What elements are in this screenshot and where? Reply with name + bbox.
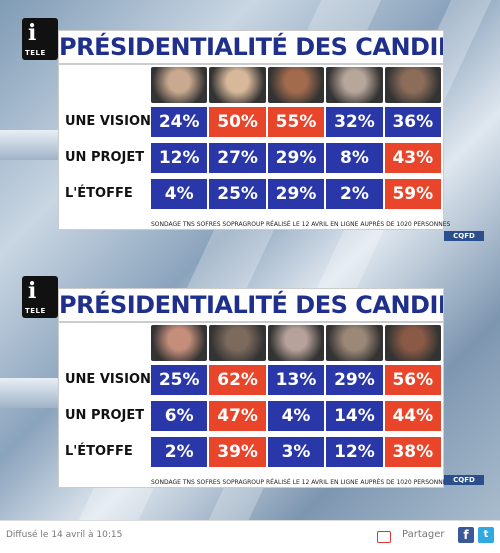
facebook-icon[interactable]: f: [458, 527, 474, 543]
row-projet: 12% 27% 29% 8% 43%: [151, 143, 442, 173]
video-frame[interactable]: i TELE PRÉSIDENTIALITÉ DES CANDIDATS UNE…: [0, 0, 500, 520]
cqfd-badge: CQFD: [444, 475, 484, 485]
score-cell: 8%: [326, 143, 383, 173]
score-cell: 39%: [209, 437, 266, 467]
score-cell: 12%: [326, 437, 383, 467]
score-cell: 12%: [151, 143, 208, 173]
share-label[interactable]: Partager: [402, 529, 445, 540]
score-cell: 29%: [267, 143, 325, 173]
score-cell: 56%: [384, 365, 442, 395]
score-cell: 24%: [151, 107, 208, 137]
comment-icon[interactable]: [377, 531, 391, 543]
poll-title: PRÉSIDENTIALITÉ DES CANDIDATS: [58, 30, 444, 64]
score-cell: 43%: [384, 143, 442, 173]
score-cell: 4%: [151, 179, 208, 209]
broadcast-date: Diffusé le 14 avril à 10:15: [6, 530, 123, 540]
video-footer: Diffusé le 14 avril à 10:15 Partager f t: [0, 520, 500, 553]
results-board: UNE VISION 24% 50% 55% 32% 36% UN PROJET…: [58, 64, 451, 230]
poll-source: SONDAGE TNS SOFRES SOPRAGROUP RÉALISÉ LE…: [151, 221, 451, 228]
candidate-photo: [326, 325, 383, 361]
score-cell: 13%: [267, 365, 325, 395]
candidate-photo: [209, 325, 266, 361]
row-label-etoffe: L'ÉTOFFE: [65, 186, 133, 201]
row-etoffe: 4% 25% 29% 2% 59%: [151, 179, 442, 209]
row-etoffe: 2% 39% 3% 12% 38%: [151, 437, 442, 467]
score-cell: 36%: [384, 107, 442, 137]
score-cell: 27%: [209, 143, 266, 173]
candidate-photo: [267, 325, 325, 361]
candidate-photo: [326, 67, 383, 103]
candidate-photos: [151, 67, 442, 103]
poll-panel-2: i TELE PRÉSIDENTIALITÉ DES CANDIDATS UNE…: [0, 258, 500, 518]
score-cell: 32%: [326, 107, 383, 137]
score-cell: 59%: [384, 179, 442, 209]
score-cell: 62%: [209, 365, 266, 395]
poll-title: PRÉSIDENTIALITÉ DES CANDIDATS: [58, 288, 444, 322]
score-cell: 2%: [326, 179, 383, 209]
score-cell: 47%: [209, 401, 266, 431]
candidate-photo: [151, 325, 208, 361]
row-vision: 25% 62% 13% 29% 56%: [151, 365, 442, 395]
results-board: UNE VISION 25% 62% 13% 29% 56% UN PROJET…: [58, 322, 451, 488]
score-cell: 29%: [326, 365, 383, 395]
row-label-vision: UNE VISION: [65, 114, 151, 129]
candidate-photo: [209, 67, 266, 103]
candidate-photo: [384, 325, 442, 361]
score-cell: 6%: [151, 401, 208, 431]
candidate-photo: [151, 67, 208, 103]
score-cell: 2%: [151, 437, 208, 467]
row-label-etoffe: L'ÉTOFFE: [65, 444, 133, 459]
candidate-photos: [151, 325, 442, 361]
score-cell: 4%: [267, 401, 325, 431]
score-cell: 25%: [151, 365, 208, 395]
row-projet: 6% 47% 4% 14% 44%: [151, 401, 442, 431]
score-cell: 3%: [267, 437, 325, 467]
score-cell: 55%: [267, 107, 325, 137]
itele-logo: i TELE: [22, 276, 58, 318]
score-cell: 38%: [384, 437, 442, 467]
twitter-icon[interactable]: t: [478, 527, 494, 543]
score-cell: 14%: [326, 401, 383, 431]
poll-panel-1: i TELE PRÉSIDENTIALITÉ DES CANDIDATS UNE…: [0, 0, 500, 260]
building-decoration: [0, 130, 60, 160]
score-cell: 44%: [384, 401, 442, 431]
score-cell: 25%: [209, 179, 266, 209]
row-label-vision: UNE VISION: [65, 372, 151, 387]
row-label-projet: UN PROJET: [65, 408, 145, 423]
row-label-projet: UN PROJET: [65, 150, 145, 165]
itele-logo: i TELE: [22, 18, 58, 60]
score-cell: 50%: [209, 107, 266, 137]
building-decoration: [0, 378, 60, 408]
score-cell: 29%: [267, 179, 325, 209]
cqfd-badge: CQFD: [444, 231, 484, 241]
candidate-photo: [267, 67, 325, 103]
poll-source: SONDAGE TNS SOFRES SOPRAGROUP RÉALISÉ LE…: [151, 479, 451, 486]
candidate-photo: [384, 67, 442, 103]
row-vision: 24% 50% 55% 32% 36%: [151, 107, 442, 137]
